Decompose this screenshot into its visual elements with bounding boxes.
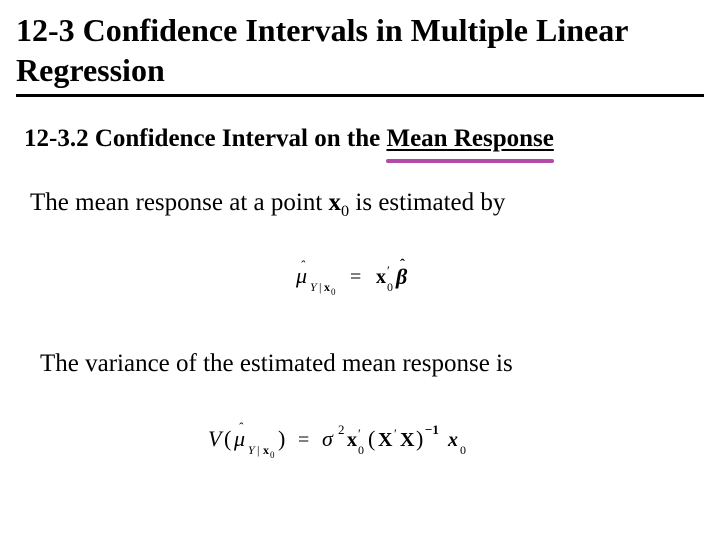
paragraph-2: The variance of the estimated mean respo… xyxy=(40,350,704,378)
para1-pre: The mean response at a point xyxy=(30,189,329,216)
eq2-rparen: ) xyxy=(278,426,285,451)
eq2-sigma: σ xyxy=(322,426,334,451)
eq2-sub-x: x xyxy=(263,443,269,457)
eq2-sub-bar: | xyxy=(257,443,259,457)
equation-1: ˆ μ Y | x 0 = x ′ 0 ˆ β xyxy=(16,255,704,304)
para1-var: x xyxy=(329,189,342,216)
eq2-x1-prime: ′ xyxy=(358,426,361,441)
eq1-sub-0: 0 xyxy=(331,287,336,297)
eq2-rparen2: ) xyxy=(416,426,423,451)
eq2-two: 2 xyxy=(338,422,345,437)
eq2-X1: X xyxy=(378,429,393,451)
eq2-equals: = xyxy=(298,429,309,451)
para1-post: is estimated by xyxy=(349,189,505,216)
section-label-plain: Confidence Interval on the xyxy=(95,125,387,152)
eq1-rhs-prime: ′ xyxy=(387,263,390,278)
slide-page: 12-3 Confidence Intervals in Multiple Li… xyxy=(0,0,720,469)
eq2-x2: x xyxy=(447,429,458,451)
equation-1-svg: ˆ μ Y | x 0 = x ′ 0 ˆ β xyxy=(260,255,460,299)
eq2-lparen2: ( xyxy=(368,426,375,451)
eq2-lparen: ( xyxy=(224,426,231,451)
eq2-neg1: −1 xyxy=(425,422,439,437)
section-label-underlined-wrap: Mean Response xyxy=(386,125,553,153)
eq2-X1-prime: ′ xyxy=(394,426,397,441)
eq2-x1-sub0: 0 xyxy=(358,443,364,457)
eq1-rhs-x: x xyxy=(376,266,386,288)
highlight-marker xyxy=(386,159,553,163)
equation-2: V ( ˆ μ Y | x 0 ) = σ 2 x ′ 0 ( X ′ X ) … xyxy=(16,416,704,469)
eq1-rhs-beta: β xyxy=(395,264,408,289)
eq2-sub-Y: Y xyxy=(248,443,256,457)
eq2-x2-sub0: 0 xyxy=(460,443,466,457)
paragraph-1: The mean response at a point x0 is estim… xyxy=(30,189,704,217)
eq1-equals: = xyxy=(350,266,361,288)
eq1-sub-Y: Y xyxy=(310,280,318,294)
section-title: 12-3.2 Confidence Interval on the Mean R… xyxy=(24,125,704,153)
eq2-V: V xyxy=(208,426,224,451)
para1-sub: 0 xyxy=(341,202,349,220)
main-title: 12-3 Confidence Intervals in Multiple Li… xyxy=(16,10,704,97)
eq1-sub-x: x xyxy=(324,280,330,294)
section-number: 12-3.2 xyxy=(24,125,89,152)
section-label-underlined: Mean Response xyxy=(386,125,553,152)
eq1-mu: μ xyxy=(295,263,307,288)
eq2-X2: X xyxy=(400,429,415,451)
eq2-mu: μ xyxy=(233,426,245,451)
equation-2-svg: V ( ˆ μ Y | x 0 ) = σ 2 x ′ 0 ( X ′ X ) … xyxy=(190,416,530,464)
eq2-x1: x xyxy=(347,429,357,451)
eq1-rhs-sub0: 0 xyxy=(387,280,393,294)
eq1-sub-bar: | xyxy=(319,280,321,294)
eq2-sub-0: 0 xyxy=(270,450,275,460)
